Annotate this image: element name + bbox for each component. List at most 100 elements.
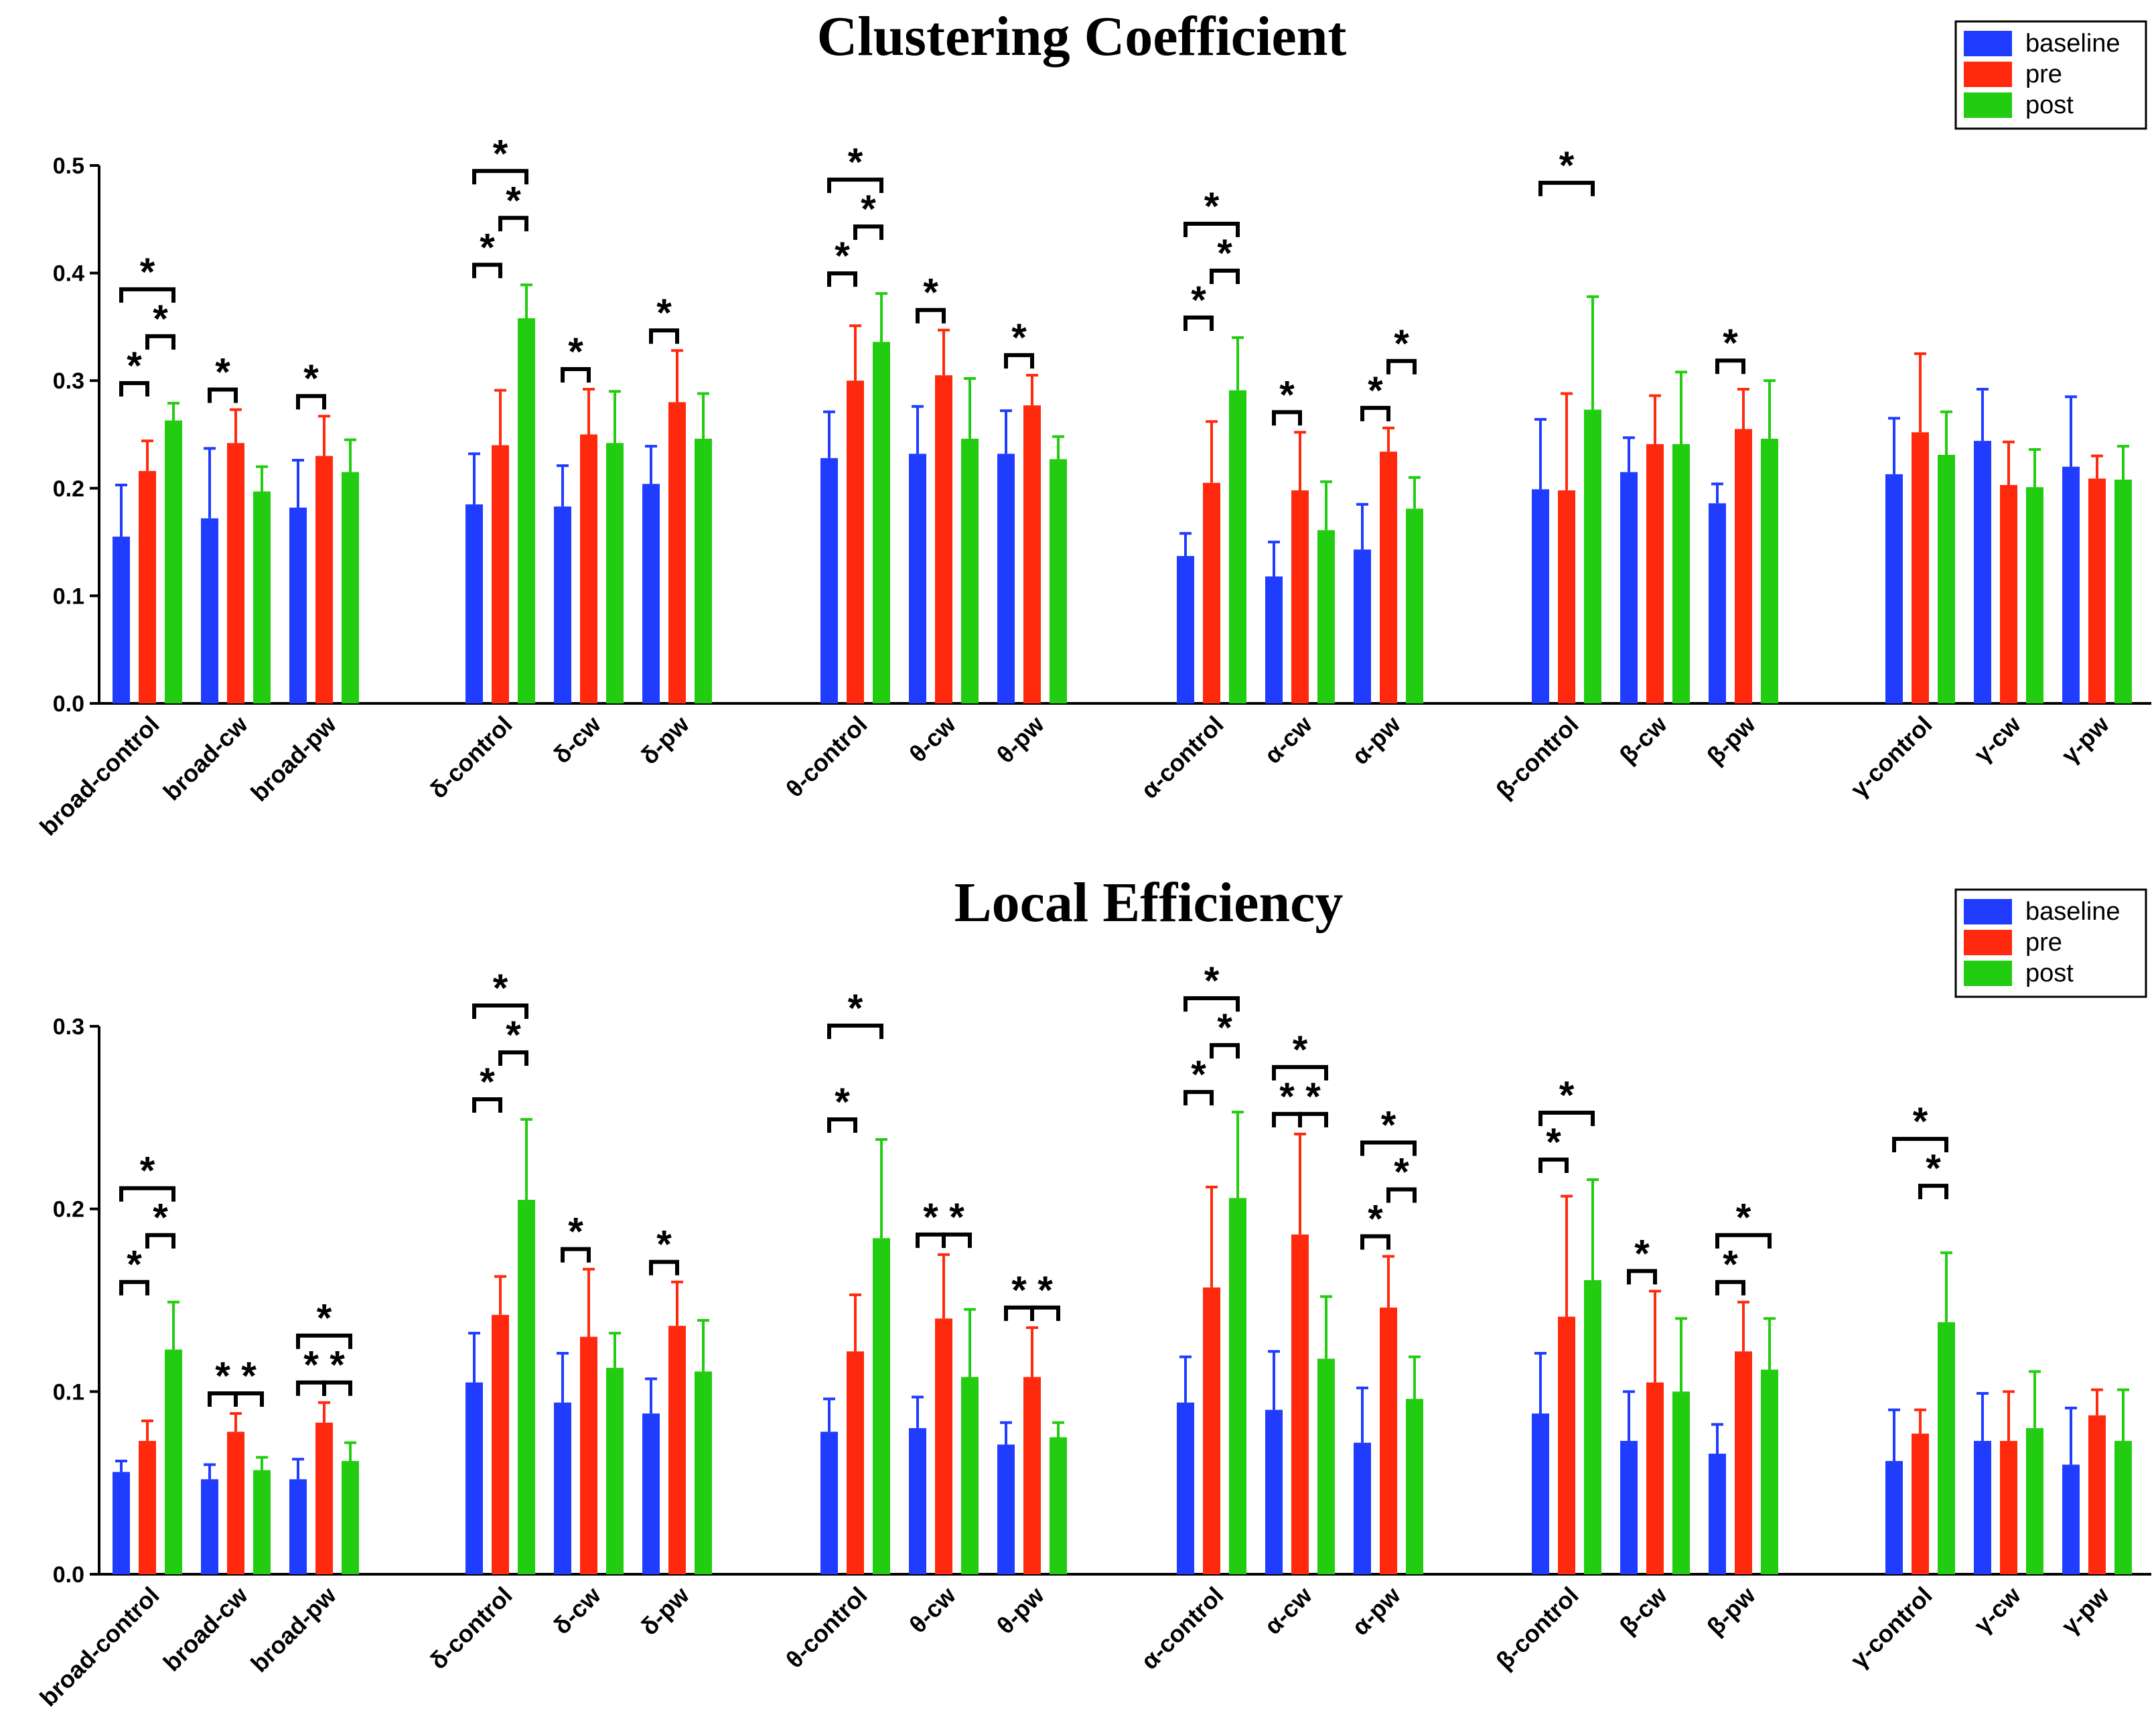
significance-star: * [506, 1014, 521, 1057]
x-tick-label: α-pw [1346, 1581, 1406, 1641]
significance-bracket [1627, 1269, 1657, 1285]
significance-star: * [1546, 1121, 1561, 1164]
x-tick-label: γ-control [1845, 711, 1938, 803]
significance-bracket [296, 394, 326, 410]
significance-bracket [1183, 996, 1240, 1012]
significance-star: * [153, 297, 168, 341]
bar-pre [1735, 1351, 1752, 1574]
significance-bracket [1715, 1279, 1745, 1296]
significance-star: * [1368, 1198, 1383, 1241]
bar-post [1406, 1399, 1423, 1574]
significance-star: * [1559, 1074, 1575, 1117]
bar-post [1317, 530, 1335, 703]
significance-star: * [848, 141, 863, 184]
bar-pre [2000, 1440, 2017, 1574]
significance-star: * [949, 1196, 964, 1239]
bar-pre [1646, 443, 1664, 703]
significance-bracket [1030, 1305, 1060, 1321]
bar-baseline [465, 504, 483, 703]
bar-baseline [1974, 1440, 1991, 1574]
significance-bracket [472, 169, 528, 185]
bar-pre [847, 1351, 864, 1574]
bar-pre [1023, 1377, 1041, 1574]
x-tick-label: γ-pw [2056, 710, 2115, 769]
legend-label-baseline: baseline [2025, 29, 2121, 58]
y-tick-label: 0.5 [53, 153, 84, 179]
bar-pre [1558, 490, 1575, 703]
bar-post [1229, 1198, 1246, 1574]
significance-bracket [1360, 405, 1390, 421]
significance-star: * [140, 251, 155, 294]
bar-post [2026, 1428, 2043, 1574]
significance-star: * [1011, 316, 1027, 360]
bar-post [1584, 1280, 1601, 1574]
significance-star: * [493, 967, 508, 1010]
bar-post [1938, 455, 1955, 703]
significance-bracket [145, 334, 175, 350]
bar-baseline [1885, 474, 1903, 703]
bar-pre [668, 1326, 686, 1574]
significance-bracket [1715, 358, 1745, 374]
x-tick-label: δ-cw [548, 710, 607, 769]
significance-bracket [827, 271, 857, 287]
bar-pre [847, 380, 864, 703]
significance-bracket [853, 224, 883, 240]
bar-baseline [465, 1382, 483, 1574]
bar-pre [2088, 1415, 2106, 1574]
bar-pre [1291, 490, 1309, 703]
significance-star: * [303, 1344, 319, 1387]
significance-star: * [861, 188, 876, 231]
significance-star: * [1037, 1269, 1053, 1312]
significance-bracket [234, 1391, 264, 1407]
bar-baseline [289, 507, 307, 703]
significance-star: * [303, 357, 319, 401]
significance-bracket [208, 387, 238, 403]
bar-pre [139, 471, 156, 703]
significance-star: * [1634, 1232, 1650, 1275]
bar-baseline [909, 454, 926, 703]
y-tick-label: 0.2 [53, 476, 84, 502]
bar-pre [1291, 1234, 1309, 1574]
bar-post [1761, 1369, 1778, 1574]
significance-star: * [1559, 144, 1575, 188]
y-tick-label: 0.0 [53, 691, 84, 717]
significance-star: * [568, 330, 583, 374]
bar-pre [580, 434, 597, 703]
bar-pre [1646, 1382, 1664, 1574]
bar-post [342, 472, 359, 703]
legend-swatch-baseline [1964, 31, 2012, 56]
significance-star: * [1926, 1147, 1941, 1190]
chart-title: Local Efficiency [954, 872, 1344, 934]
significance-star: * [241, 1355, 257, 1398]
significance-bracket [1918, 1184, 1948, 1200]
bar-baseline [1620, 1440, 1638, 1574]
significance-star: * [140, 1150, 155, 1193]
significance-bracket [322, 1380, 352, 1396]
y-tick-label: 0.2 [53, 1197, 84, 1223]
significance-bracket [119, 287, 175, 303]
significance-bracket [1892, 1137, 1948, 1153]
x-tick-label: β-control [1490, 1582, 1583, 1675]
significance-bracket [119, 1186, 175, 1202]
bar-post [2114, 479, 2132, 703]
significance-bracket [1386, 1187, 1417, 1203]
bar-baseline [1354, 1442, 1371, 1574]
bar-post [1317, 1359, 1335, 1574]
significance-bracket [1360, 1234, 1390, 1250]
significance-star: * [656, 291, 672, 335]
bar-pre [580, 1336, 597, 1574]
bar-baseline [642, 1413, 660, 1574]
bar-pre [935, 375, 952, 703]
significance-bracket [472, 263, 502, 279]
significance-bracket [827, 178, 883, 194]
significance-bracket [916, 307, 946, 324]
bar-post [165, 420, 182, 703]
chart-panel-0: Clustering Coefficient 0.0 0.1 0.2 0.3 0.4 0.5… [34, 5, 2151, 841]
significance-bracket [472, 1097, 502, 1113]
x-tick-label: β-control [1490, 711, 1583, 804]
bar-pre [1380, 1307, 1397, 1574]
significance-star: * [1723, 322, 1738, 365]
bar-post [1229, 390, 1246, 703]
bar-baseline [113, 1472, 130, 1574]
bar-baseline [1620, 472, 1638, 703]
